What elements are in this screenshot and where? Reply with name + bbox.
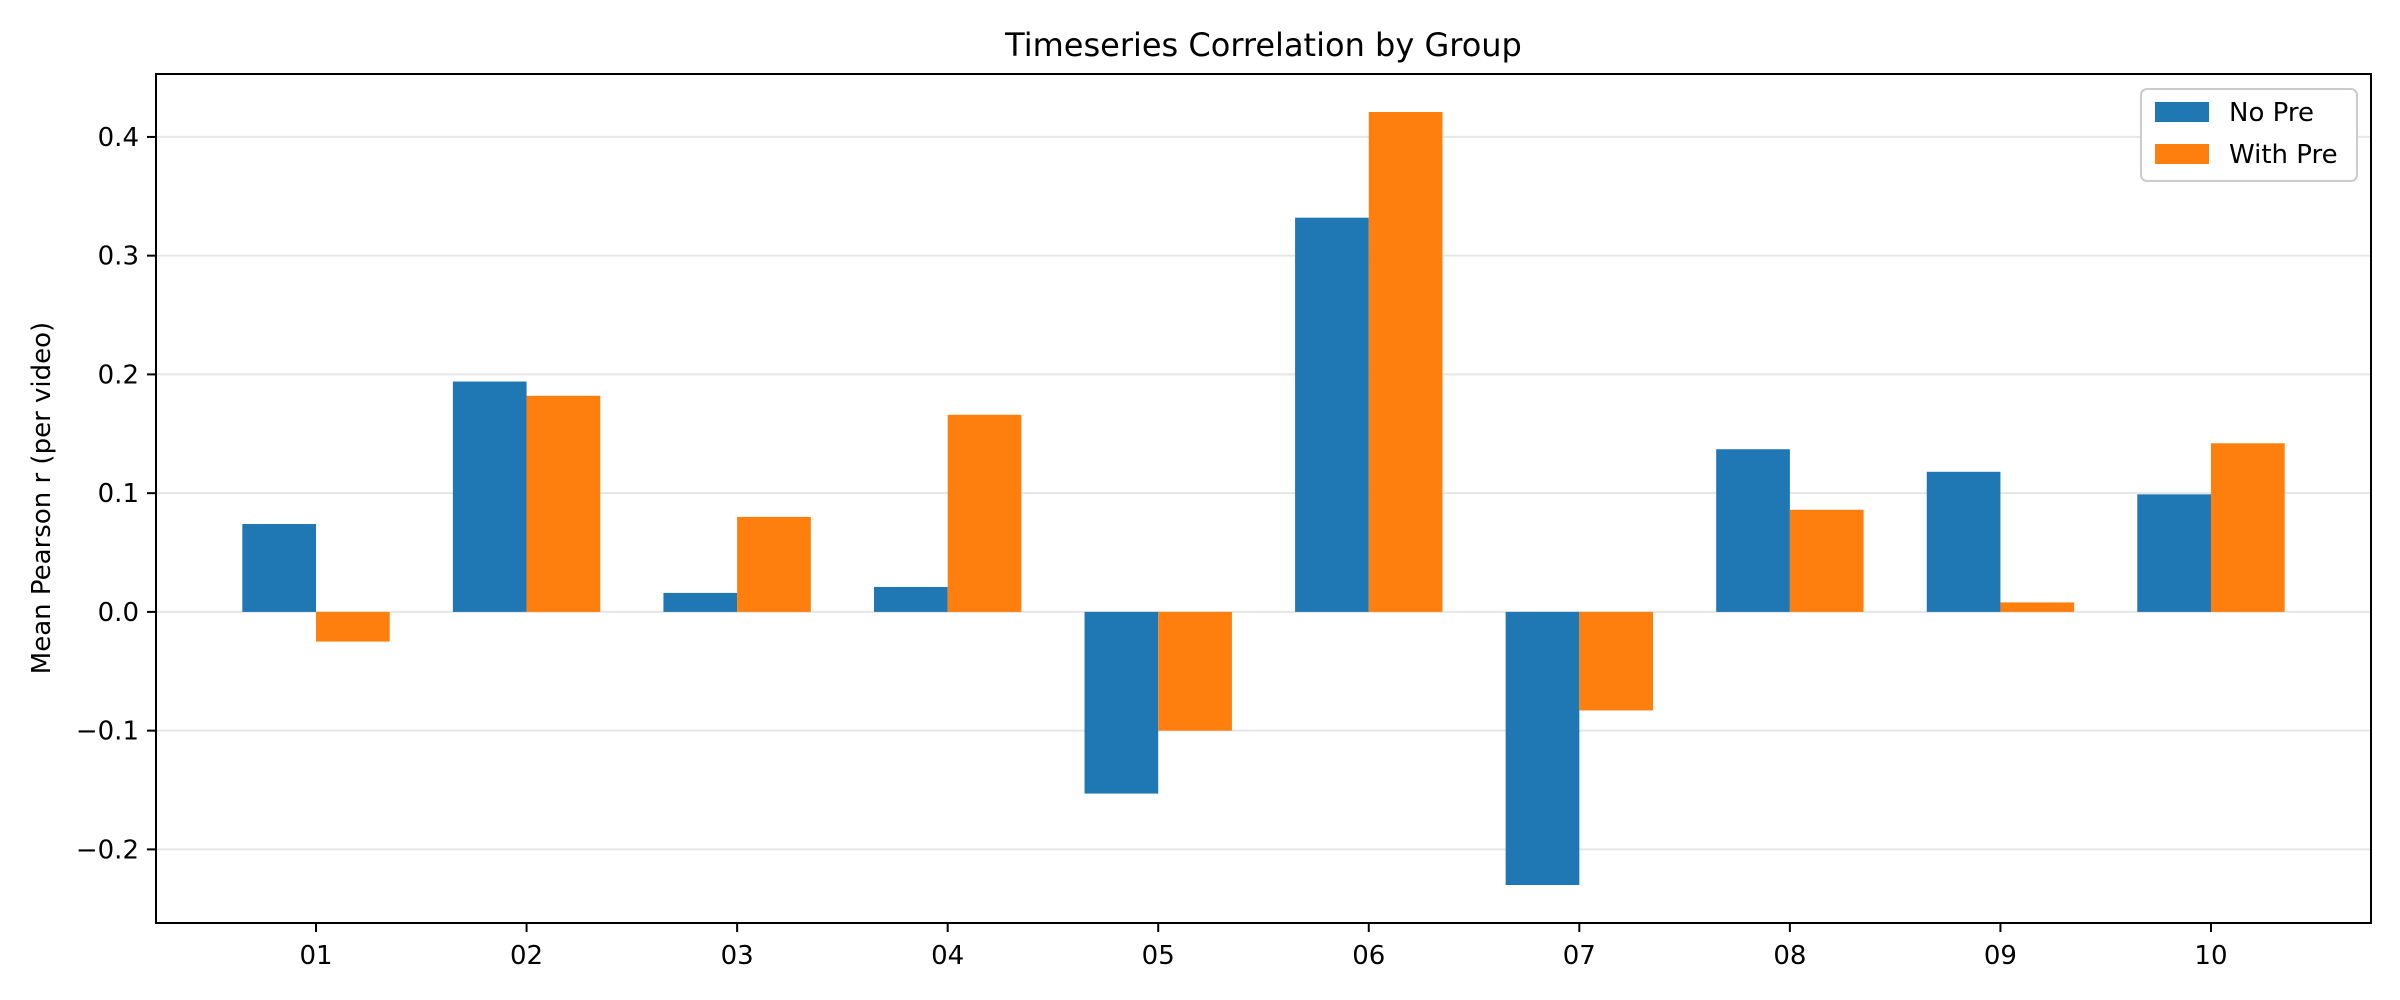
- ticks-layer: −0.2 −0.1 0.0 0.1 0.2 0.3 0.4 01 02 03 04 05 06 07 08 0…: [76, 123, 2228, 971]
- x-tick-label: 01: [299, 941, 332, 971]
- x-tick-label: 02: [510, 941, 543, 971]
- bar-no-pre-10: [2137, 494, 2211, 612]
- bar-no-pre-02: [452, 381, 527, 612]
- legend-swatch-no-pre: [2155, 102, 2209, 122]
- x-tick-label: 09: [1984, 941, 2017, 971]
- bar-with-pre-01: [316, 611, 390, 642]
- bar-with-pre-08: [1789, 509, 1864, 612]
- bar-with-pre-03: [737, 516, 811, 612]
- x-tick-label: 06: [1352, 941, 1385, 971]
- legend: No Pre With Pre: [2140, 88, 2358, 182]
- x-tick-label: 05: [1142, 941, 1175, 971]
- bar-no-pre-08: [1716, 449, 1790, 612]
- x-tick-label: 08: [1773, 941, 1806, 971]
- x-tick-label: 03: [721, 941, 754, 971]
- y-axis-label: Mean Pearson r (per video): [27, 322, 57, 674]
- bar-no-pre-04: [873, 586, 948, 612]
- x-tick-label: 07: [1563, 941, 1596, 971]
- y-tick-label: −0.2: [76, 835, 139, 865]
- legend-label-no-pre: No Pre: [2229, 98, 2314, 128]
- y-tick-label: 0.2: [98, 360, 139, 390]
- bar-no-pre-09: [1926, 471, 2001, 612]
- bar-with-pre-07: [1579, 611, 1654, 711]
- y-tick-label: 0.4: [98, 123, 139, 153]
- bar-no-pre-06: [1295, 217, 1369, 612]
- bar-no-pre-07: [1505, 611, 1580, 886]
- bar-with-pre-02: [526, 395, 601, 612]
- bar-with-pre-04: [947, 414, 1022, 612]
- bars-layer: [242, 111, 2285, 886]
- bar-with-pre-09: [2000, 602, 2075, 612]
- bar-no-pre-01: [242, 524, 317, 612]
- bar-no-pre-03: [663, 592, 738, 612]
- bar-with-pre-06: [1368, 111, 1443, 612]
- y-tick-label: 0.0: [98, 598, 139, 628]
- x-tick-label: 04: [931, 941, 964, 971]
- legend-label-with-pre: With Pre: [2229, 140, 2338, 170]
- legend-swatch-with-pre: [2155, 144, 2209, 164]
- y-tick-label: 0.1: [98, 479, 139, 509]
- bar-with-pre-10: [2210, 443, 2285, 612]
- bar-with-pre-05: [1158, 611, 1232, 731]
- y-tick-label: 0.3: [98, 242, 139, 272]
- y-tick-label: −0.1: [76, 717, 139, 747]
- plot-frame: [155, 73, 2372, 924]
- bar-no-pre-05: [1084, 611, 1159, 794]
- chart-title: Timeseries Correlation by Group: [1004, 26, 1522, 64]
- x-tick-label: 10: [2194, 941, 2227, 971]
